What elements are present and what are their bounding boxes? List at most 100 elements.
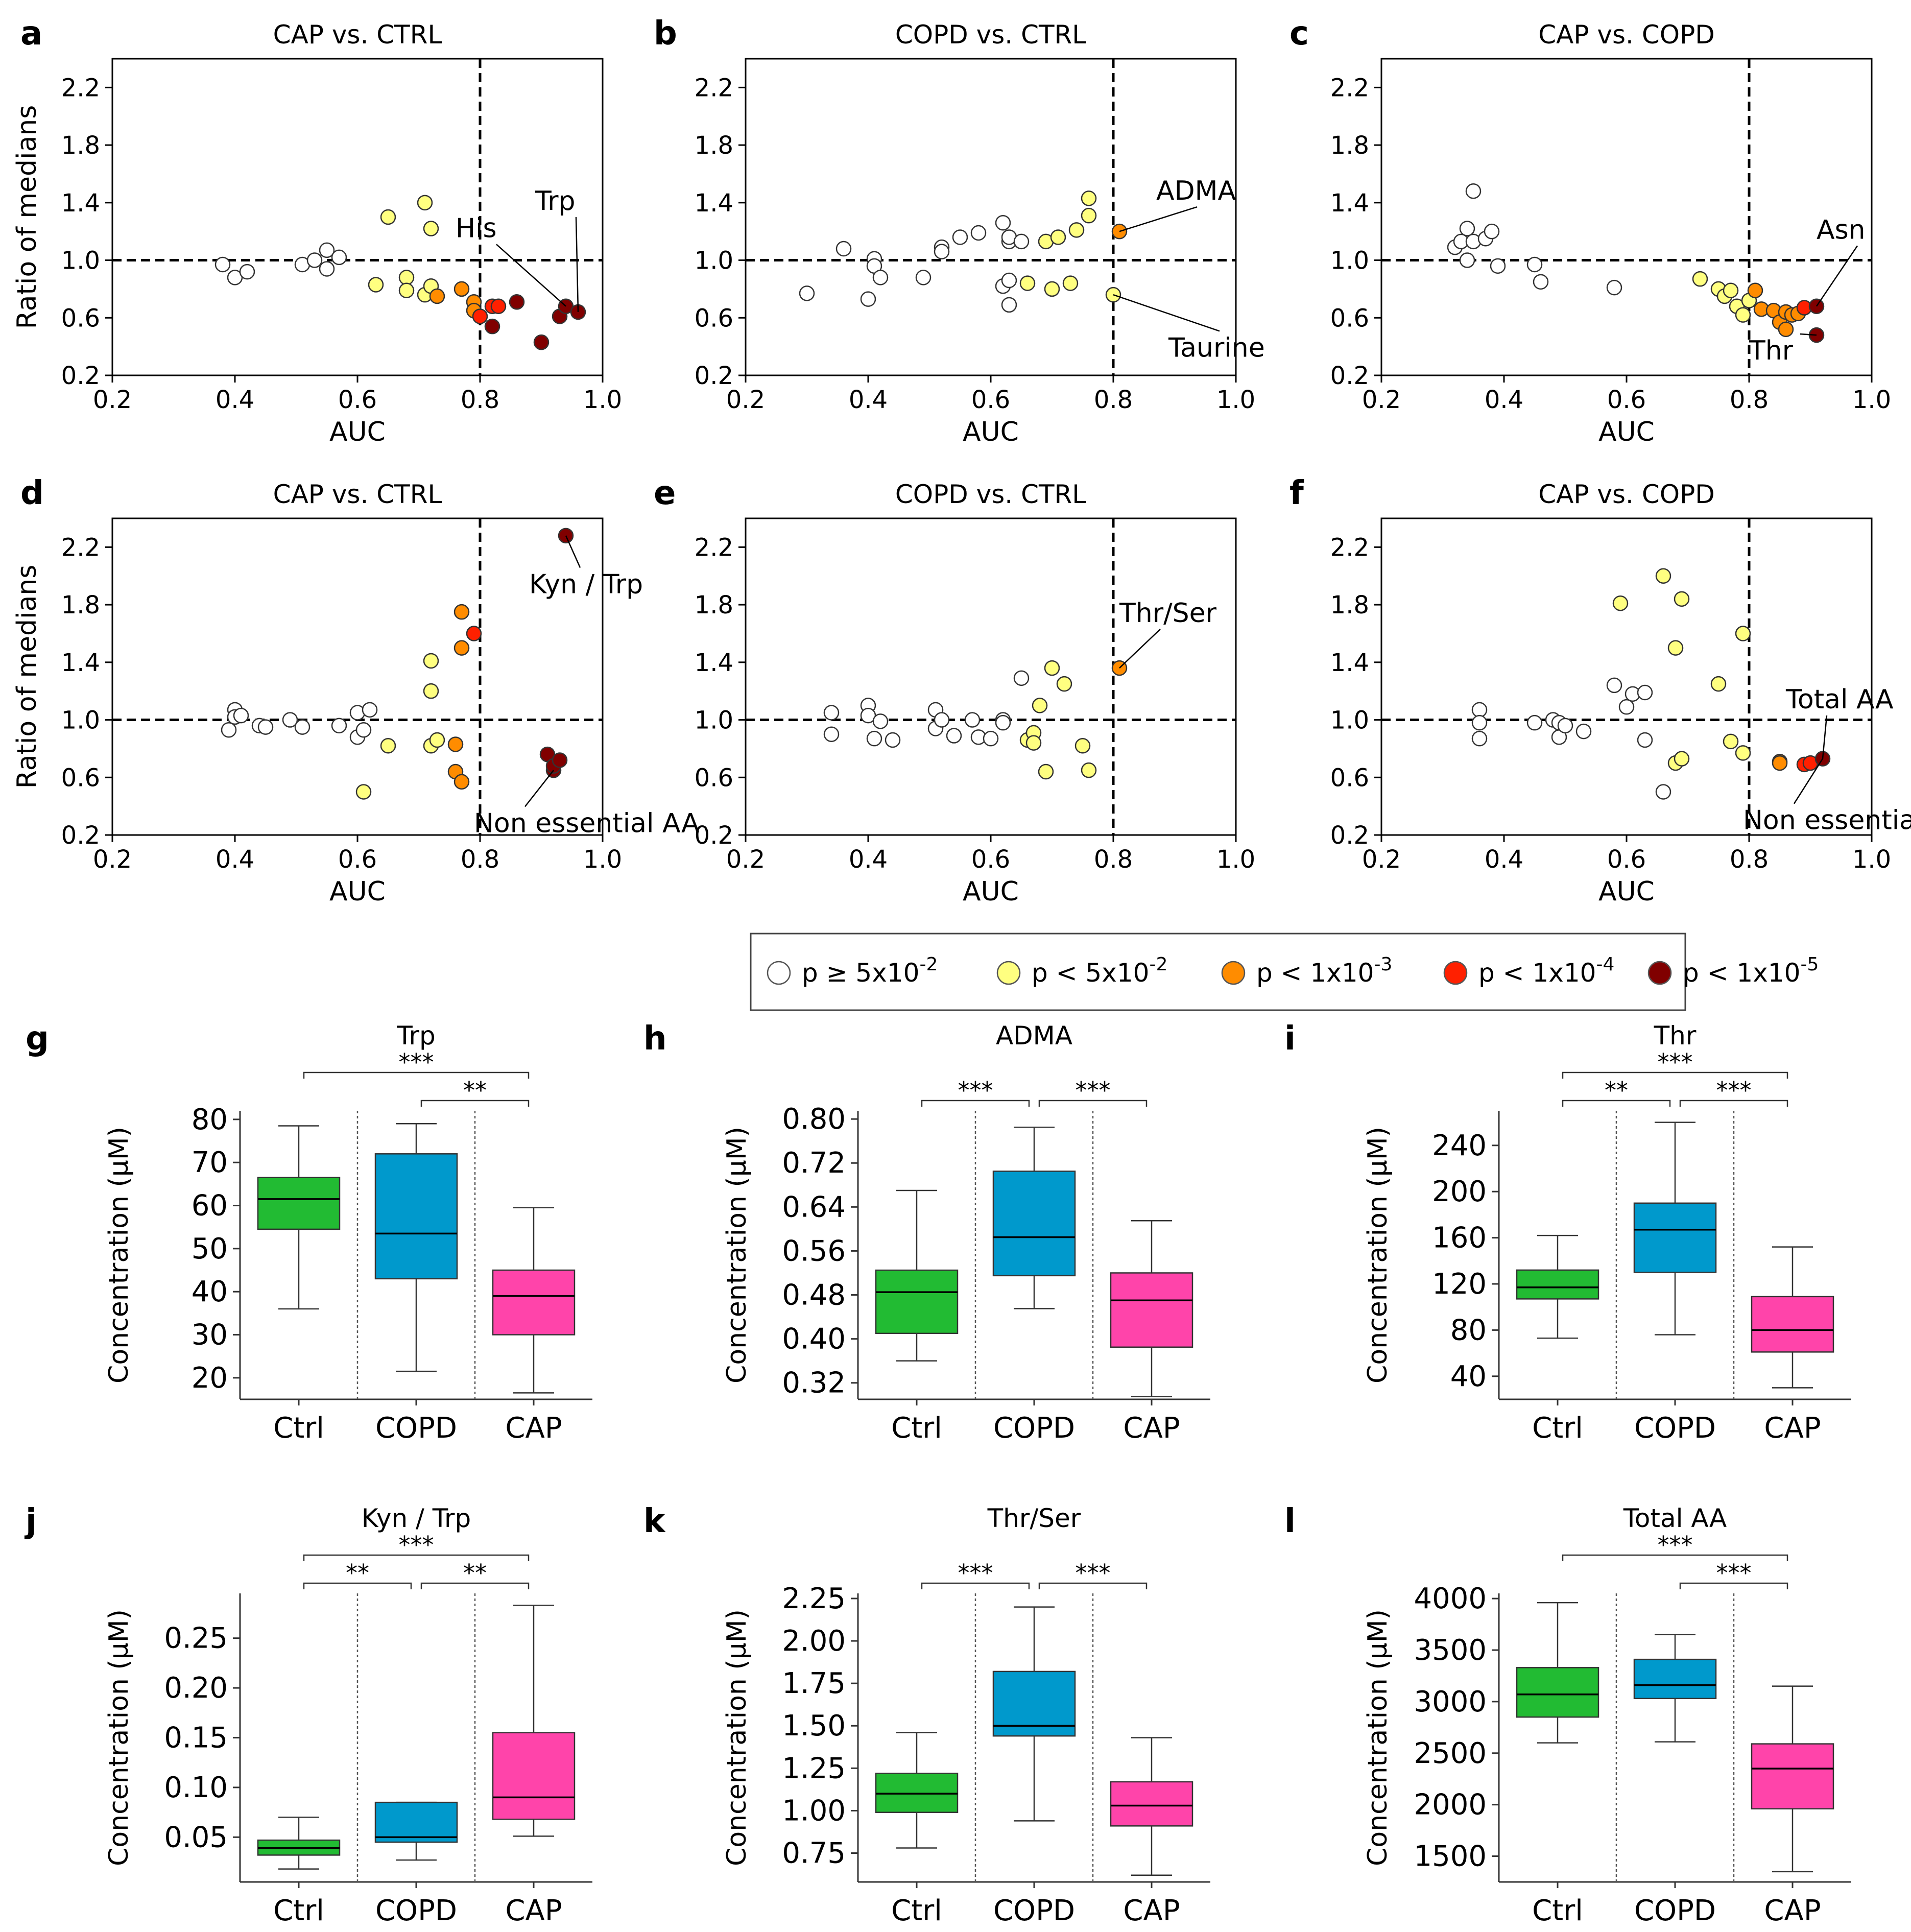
scatter-panel-a: a CAP vs. CTRL 0.2 0.4 0.6 0.8 1.0 0.2 0.6 1.0 1.4… bbox=[12, 15, 622, 447]
significance-bracket bbox=[420, 1582, 530, 1589]
data-point bbox=[1081, 190, 1097, 206]
y-tick-label: 2.2 bbox=[695, 533, 733, 562]
data-point bbox=[331, 249, 347, 266]
y-tick-label: 0.6 bbox=[695, 764, 733, 792]
y-tick-label: 1.8 bbox=[695, 131, 733, 160]
data-point bbox=[429, 732, 445, 748]
data-point bbox=[1062, 275, 1079, 291]
significance-bracket bbox=[1038, 1582, 1148, 1589]
data-point bbox=[835, 241, 852, 257]
data-point bbox=[355, 722, 372, 738]
category-label: COPD bbox=[1634, 1894, 1716, 1927]
box-iqr bbox=[1751, 1743, 1834, 1809]
significance-label: *** bbox=[958, 1077, 993, 1104]
box-iqr bbox=[1110, 1781, 1193, 1827]
y-tick-label: 1.0 bbox=[61, 706, 100, 735]
y-tick-label: 0.25 bbox=[164, 1622, 228, 1655]
y-tick-label: 1.0 bbox=[695, 706, 733, 735]
data-point bbox=[1484, 223, 1500, 240]
y-tick-label: 1.00 bbox=[782, 1794, 846, 1827]
panel-label: g bbox=[26, 1020, 49, 1058]
point-annotation: Trp bbox=[535, 186, 576, 217]
point-annotation: Kyn / Trp bbox=[529, 569, 643, 600]
x-tick-label: 0.6 bbox=[1607, 386, 1646, 414]
panel-title: Thr/Ser bbox=[987, 1504, 1081, 1533]
y-tick-label: 1.4 bbox=[61, 189, 100, 218]
x-tick-label: 1.0 bbox=[1216, 386, 1255, 414]
data-point bbox=[860, 291, 876, 307]
legend-label: p ≥ 5x10-2 bbox=[802, 954, 938, 988]
data-point bbox=[1772, 755, 1788, 771]
legend-label: p < 5x10-2 bbox=[1032, 954, 1167, 988]
data-point bbox=[1655, 784, 1671, 800]
annotation-leader bbox=[496, 244, 566, 307]
significance-label: *** bbox=[1658, 1048, 1693, 1076]
box-iqr bbox=[1110, 1272, 1193, 1348]
data-point bbox=[1747, 282, 1763, 298]
y-tick-label: 2.2 bbox=[695, 74, 733, 102]
y-tick-label: 1.25 bbox=[782, 1752, 846, 1785]
data-point bbox=[934, 712, 950, 728]
axes-frame bbox=[745, 517, 1237, 836]
data-point bbox=[1655, 568, 1671, 584]
significance-label: *** bbox=[1658, 1531, 1693, 1559]
x-tick-label: 0.2 bbox=[726, 845, 765, 874]
y-tick-label: 0.2 bbox=[695, 362, 733, 390]
data-point bbox=[423, 221, 439, 236]
panel-label: l bbox=[1284, 1502, 1296, 1540]
annotation-leader bbox=[1113, 294, 1220, 332]
y-tick-label: 2.2 bbox=[61, 533, 100, 562]
data-point bbox=[1692, 271, 1708, 287]
y-tick-label: 0.32 bbox=[782, 1367, 846, 1400]
y-tick-label: 50 bbox=[192, 1232, 228, 1266]
data-point bbox=[398, 270, 415, 285]
y-tick-label: 0.6 bbox=[1330, 764, 1369, 792]
data-point bbox=[1490, 258, 1506, 274]
box-iqr bbox=[1751, 1296, 1834, 1353]
significance-label: ** bbox=[463, 1559, 487, 1587]
legend-label-exponent: -2 bbox=[919, 954, 938, 975]
y-tick-label: 1.8 bbox=[1330, 591, 1369, 619]
y-tick-label: 0.40 bbox=[782, 1323, 846, 1356]
y-tick-label: 0.15 bbox=[164, 1722, 228, 1755]
significance-label: *** bbox=[1076, 1077, 1111, 1104]
panel-label: f bbox=[1289, 474, 1304, 512]
x-tick-label: 0.4 bbox=[849, 386, 888, 414]
data-point bbox=[872, 713, 889, 729]
y-tick-label: 1.4 bbox=[695, 649, 733, 677]
box-iqr bbox=[492, 1269, 576, 1335]
y-axis-label: Concentration (μM) bbox=[1363, 1609, 1393, 1866]
annotation-leader bbox=[575, 217, 579, 313]
p-value-legend: p ≥ 5x10-2 p < 5x10-2 p < 1x10-3 p < 1x10-4… bbox=[750, 933, 1819, 1011]
y-tick-label: 2.25 bbox=[782, 1582, 846, 1615]
data-point bbox=[995, 215, 1011, 231]
data-point bbox=[1735, 745, 1751, 761]
y-tick-label: 2.2 bbox=[61, 74, 100, 102]
x-tick-label: 0.4 bbox=[216, 845, 254, 874]
y-tick-label: 1.4 bbox=[1330, 649, 1369, 677]
data-point bbox=[1575, 723, 1592, 740]
data-point bbox=[453, 774, 470, 790]
category-label: COPD bbox=[375, 1894, 457, 1927]
y-tick-label: 20 bbox=[192, 1362, 228, 1395]
y-tick-label: 1.4 bbox=[1330, 189, 1369, 218]
axes-frame bbox=[745, 58, 1237, 376]
y-tick-label: 1.0 bbox=[695, 247, 733, 275]
y-tick-label: 0.48 bbox=[782, 1279, 846, 1312]
x-tick-label: 1.0 bbox=[583, 845, 622, 874]
significance-bracket bbox=[303, 1071, 530, 1079]
x-tick-label: 1.0 bbox=[1216, 845, 1255, 874]
data-point bbox=[1044, 281, 1060, 297]
x-tick-label: 0.2 bbox=[93, 845, 132, 874]
data-point bbox=[823, 726, 840, 742]
x-tick-label: 0.2 bbox=[1362, 845, 1401, 874]
panel-label: e bbox=[654, 474, 676, 512]
y-axis-label: Concentration (μM) bbox=[104, 1609, 134, 1866]
significance-label: *** bbox=[1716, 1559, 1752, 1587]
panel-label: j bbox=[24, 1502, 37, 1540]
data-point bbox=[1471, 702, 1488, 718]
data-point bbox=[1526, 256, 1543, 273]
panel-title: Trp bbox=[396, 1021, 436, 1051]
y-tick-label: 2.00 bbox=[782, 1625, 846, 1658]
legend-label-exponent: -4 bbox=[1596, 954, 1614, 975]
